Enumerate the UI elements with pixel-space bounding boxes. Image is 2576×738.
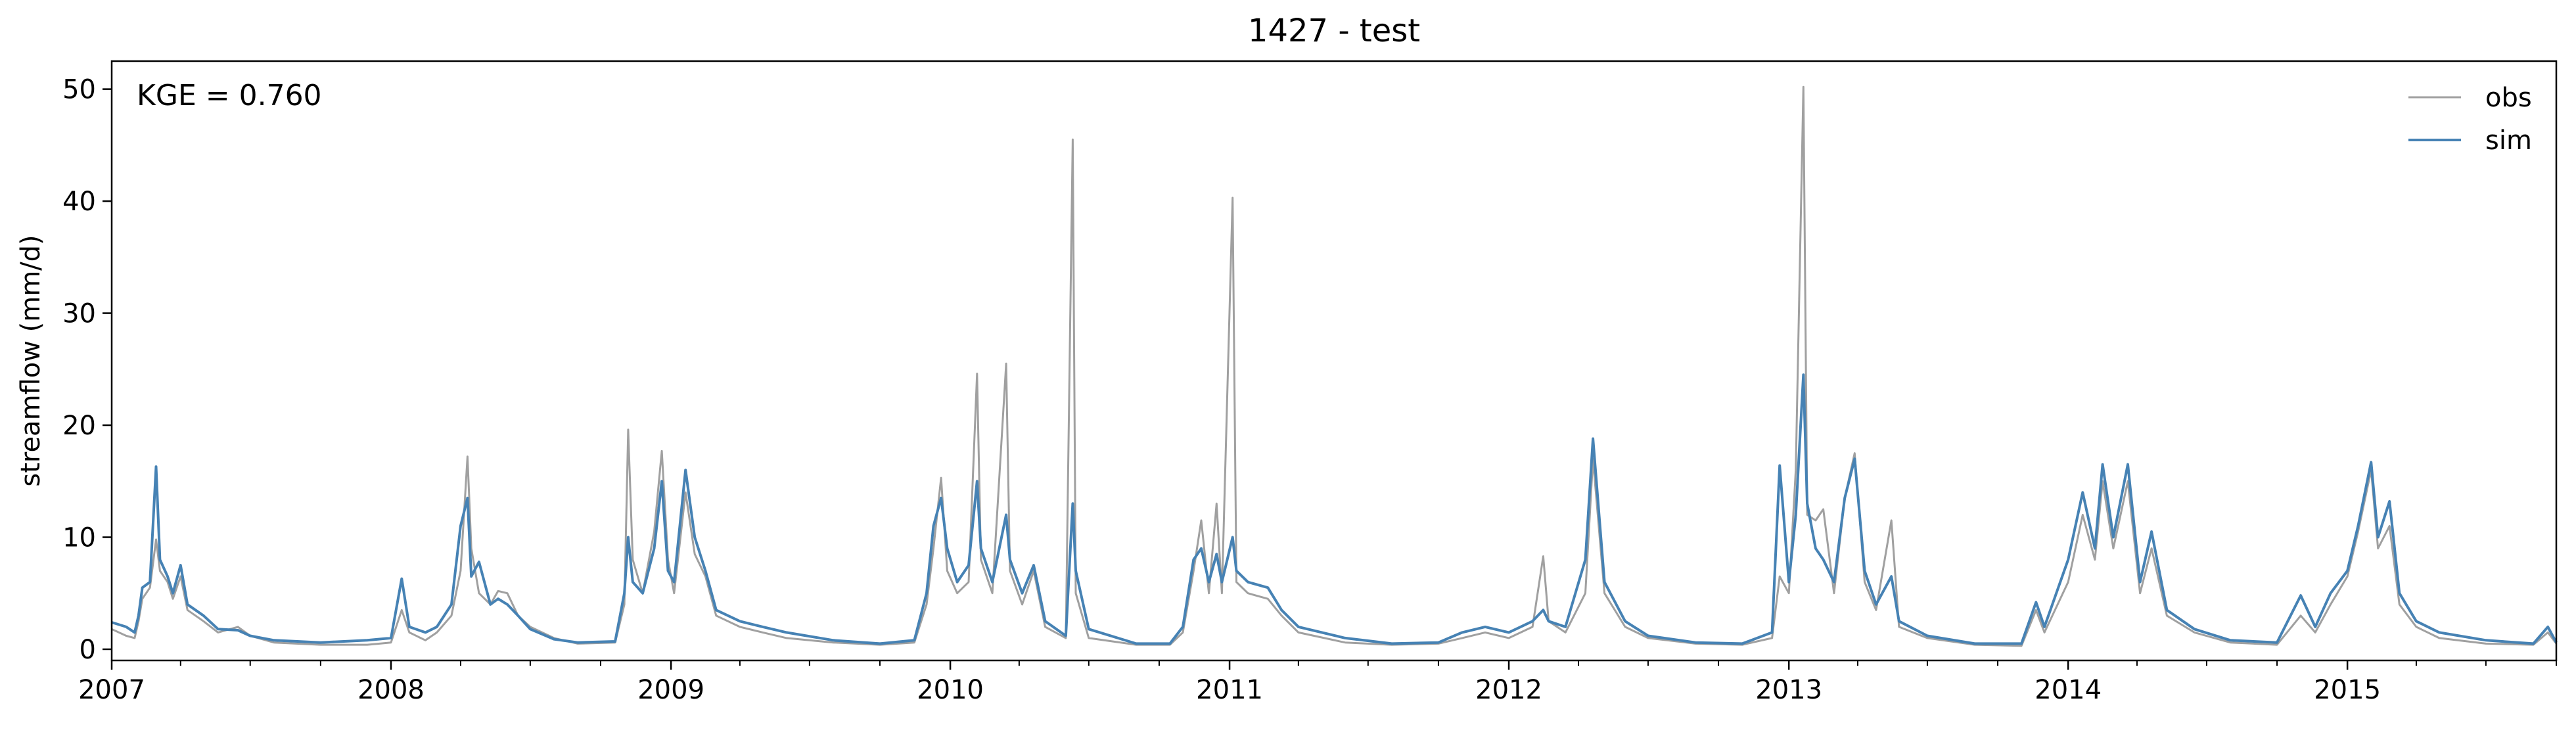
- x-tick-label: 2011: [1196, 675, 1263, 705]
- x-tick-label: 2013: [1755, 675, 1822, 705]
- series-line-sim: [111, 373, 2558, 645]
- y-tick-label: 0: [80, 635, 96, 665]
- x-tick-label: 2015: [2314, 675, 2381, 705]
- legend: obs sim: [2408, 83, 2532, 156]
- ticks-layer: 0 10 20 30 40 50 2007 2008 2009 2010 2011 2012 2013 2…: [62, 75, 2557, 705]
- y-tick-label: 10: [62, 522, 96, 553]
- y-axis-label: streamflow (mm/d): [16, 235, 46, 486]
- series-line-obs: [111, 85, 2558, 647]
- legend-label-obs: obs: [2485, 83, 2532, 113]
- x-tick-label: 2009: [637, 675, 704, 705]
- y-tick-label: 40: [62, 187, 96, 217]
- chart-title: 1427 - test: [1248, 12, 1420, 49]
- x-tick-label: 2008: [357, 675, 425, 705]
- series-layer: [111, 85, 2558, 647]
- x-tick-label: 2007: [78, 675, 145, 705]
- y-tick-label: 50: [62, 75, 96, 105]
- y-tick-label: 30: [62, 299, 96, 329]
- x-tick-label: 2014: [2035, 675, 2102, 705]
- x-tick-label: 2012: [1475, 675, 1542, 705]
- legend-label-sim: sim: [2485, 126, 2532, 156]
- y-tick-label: 20: [62, 411, 96, 441]
- kge-annotation: KGE = 0.760: [137, 79, 322, 112]
- x-tick-label: 2010: [917, 675, 984, 705]
- axes-frame: [110, 60, 2558, 662]
